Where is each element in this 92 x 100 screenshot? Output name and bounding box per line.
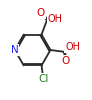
Text: Cl: Cl	[38, 74, 48, 84]
Text: O: O	[37, 8, 45, 18]
Text: O: O	[62, 56, 70, 66]
Text: N: N	[11, 45, 19, 55]
Text: OH: OH	[48, 14, 63, 24]
Text: OH: OH	[65, 42, 80, 52]
